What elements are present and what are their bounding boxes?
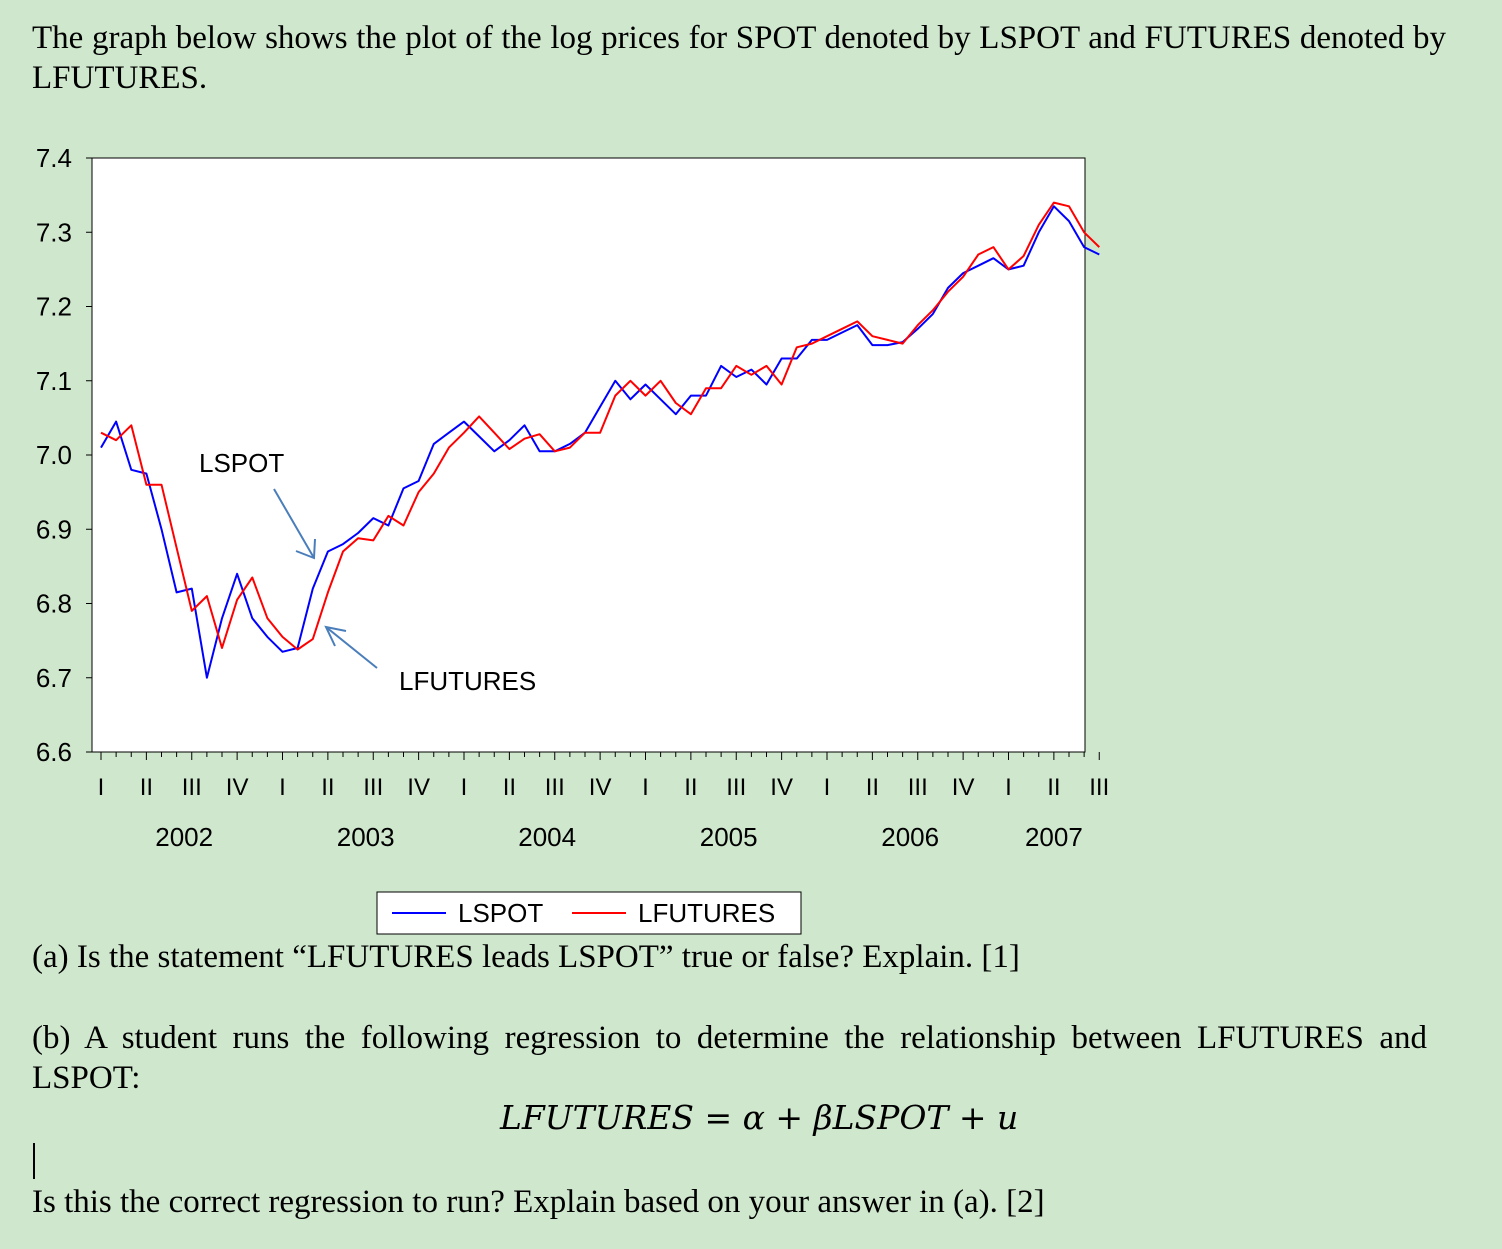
text-cursor (33, 1143, 35, 1179)
x-year-label: 2004 (518, 822, 576, 852)
intro-text: The graph below shows the plot of the lo… (32, 20, 1446, 96)
legend-label-lspot: LSPOT (458, 898, 543, 928)
y-tick-label: 6.8 (36, 589, 72, 619)
x-quarter-label: II (684, 774, 697, 801)
y-tick-label: 6.7 (36, 663, 72, 693)
annotation-lspot-arrow (273, 488, 315, 559)
x-quarter-label: IV (589, 774, 612, 801)
plot-area (91, 157, 1086, 753)
question-c: Is this the correct regression to run? E… (32, 1184, 1045, 1220)
x-quarter-label: II (1047, 774, 1060, 801)
x-quarter-label: III (363, 774, 383, 801)
question-b: (b) A student runs the following regress… (32, 1020, 1427, 1096)
x-quarter-label: I (98, 774, 105, 801)
annotation-lspot: LSPOT (199, 448, 316, 560)
x-year-label: 2002 (155, 822, 213, 852)
y-tick-label: 7.2 (36, 292, 72, 322)
x-quarter-label: I (1005, 774, 1012, 801)
y-tick-label: 6.9 (36, 514, 72, 544)
x-axis: I II III IV I II III IV I II III IV I II III IV I II III IV… (98, 752, 1109, 852)
x-year-label: 2006 (881, 822, 939, 852)
annotation-lfutures-arrow (325, 626, 378, 669)
annotation-lspot-arrowhead (295, 538, 316, 560)
series-line-lfutures (100, 201, 1100, 651)
question-a: (a) Is the statement “LFUTURES leads LSP… (32, 939, 1020, 975)
x-quarter-label: III (545, 774, 565, 801)
x-quarter-label: III (908, 774, 928, 801)
legend: LSPOT LFUTURES (376, 891, 802, 935)
x-year-label: 2007 (1025, 822, 1083, 852)
series-line-lspot (100, 205, 1100, 679)
series-layer (100, 201, 1100, 679)
annotation-lfutures-arrowhead (324, 625, 347, 647)
x-year-label: 2005 (700, 822, 758, 852)
x-quarter-label: I (461, 774, 468, 801)
y-tick-label: 7.0 (36, 440, 72, 470)
y-tick-label: 6.6 (36, 737, 72, 767)
annotation-lfutures-label: LFUTURES (399, 666, 536, 696)
x-quarter-label: II (321, 774, 334, 801)
x-quarter-label: IV (407, 774, 430, 801)
y-tick-label: 7.4 (36, 143, 72, 173)
y-tick-label: 7.1 (36, 366, 72, 396)
x-quarter-label: III (726, 774, 746, 801)
log-price-chart: 6.66.76.86.97.07.17.27.37.4 I II III IV I II I… (36, 143, 1109, 935)
annotation-lfutures: LFUTURES (324, 625, 536, 696)
x-quarter-label: IV (952, 774, 975, 801)
y-axis: 6.6 6.7 6.8 6.9 7.0 7.1 7.2 7.3 7.4 (36, 143, 92, 767)
x-quarter-label: IV (226, 774, 249, 801)
x-quarter-label: I (824, 774, 831, 801)
x-quarter-label: I (642, 774, 649, 801)
x-quarter-label: II (503, 774, 516, 801)
x-quarter-label: II (866, 774, 879, 801)
y-tick-label: 7.3 (36, 217, 72, 247)
x-quarter-label: I (279, 774, 286, 801)
x-quarter-label: III (1089, 774, 1109, 801)
x-quarter-label: IV (770, 774, 793, 801)
legend-label-lfutures: LFUTURES (638, 898, 775, 928)
annotation-lspot-label: LSPOT (199, 448, 284, 478)
regression-equation: LFUTURES = α + βLSPOT + u (500, 1098, 1019, 1137)
x-quarter-label: III (182, 774, 202, 801)
x-quarter-label: II (140, 774, 153, 801)
x-year-label: 2003 (337, 822, 395, 852)
